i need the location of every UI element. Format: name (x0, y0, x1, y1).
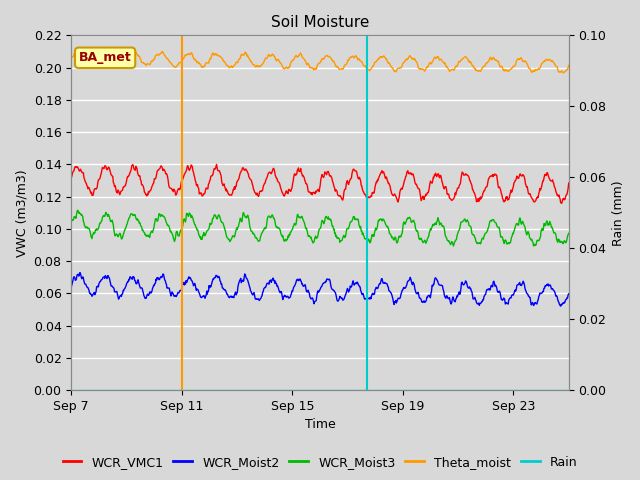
Y-axis label: Rain (mm): Rain (mm) (612, 180, 625, 246)
Title: Soil Moisture: Soil Moisture (271, 15, 369, 30)
Text: BA_met: BA_met (79, 51, 131, 64)
Legend: WCR_VMC1, WCR_Moist2, WCR_Moist3, Theta_moist, Rain: WCR_VMC1, WCR_Moist2, WCR_Moist3, Theta_… (58, 451, 582, 474)
Y-axis label: VWC (m3/m3): VWC (m3/m3) (15, 169, 28, 256)
X-axis label: Time: Time (305, 419, 335, 432)
